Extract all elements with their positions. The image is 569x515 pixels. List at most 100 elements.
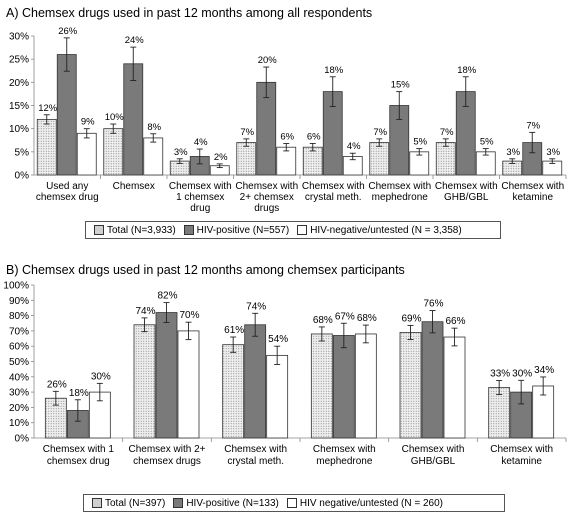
x-tick-label: drug [190,203,210,214]
x-tick-label: crystal meth. [305,192,362,203]
x-tick-label: Chemsex with [302,181,365,192]
data-label: 7% [373,127,387,138]
bar-total [236,142,257,176]
x-tick-label: Used any [46,181,88,192]
data-label: 9% [81,117,95,128]
x-tick-label: drugs [254,203,279,214]
data-label: 3% [546,147,560,158]
data-label: 18% [324,65,344,76]
data-label: 67% [335,311,355,322]
y-tick-label: 70% [9,326,29,337]
legend-item-total: Total (N=3,933) [94,225,176,236]
data-label: 5% [413,137,427,148]
data-label: 68% [357,313,377,324]
bar-hiv-positive [244,324,267,439]
bar-hiv-negative [354,333,377,439]
legend-label: HIV negative/untested (N = 260) [299,497,443,509]
data-label: 33% [490,368,510,379]
legend-label: HIV-negative/untested (N = 3,358) [310,224,462,236]
data-label: 30% [91,371,111,382]
y-tick-label: 50% [9,357,29,368]
x-tick-label: Chemsex [113,181,155,192]
x-tick-label: mephedrone [372,192,429,203]
data-label: 10% [105,112,125,123]
data-label: 2% [214,152,228,163]
y-tick-label: 0% [15,171,30,182]
bar-hiv-negative [266,354,289,439]
data-label: 18% [69,388,89,399]
legend-item-hiv-positive: HIV-positive (N=133) [173,498,279,509]
data-label: 4% [347,141,361,152]
bar-total [103,128,124,176]
data-label: 6% [280,131,294,142]
bar-hiv-positive [155,312,178,439]
data-label: 3% [506,147,520,158]
bar-total [369,142,390,176]
data-label: 8% [147,122,161,133]
data-label: 7% [526,120,540,131]
data-label: 20% [258,55,278,66]
bar-hiv-negative [443,336,466,439]
x-tick-label: GHB/GBL [411,456,456,467]
y-tick-label: 40% [9,372,29,383]
y-tick-label: 20% [9,403,29,414]
data-label: 12% [38,103,58,114]
bar-total [133,324,156,439]
x-tick-label: Chemsex with [490,444,553,455]
data-label: 5% [480,137,494,148]
x-tick-label: Chemsex with [368,181,431,192]
y-tick-label: 5% [15,147,30,158]
chart-a-title: A) Chemsex drugs used in past 12 months … [6,6,373,20]
y-tick-label: 100% [3,281,29,292]
x-tick-label: Chemsex with [235,181,298,192]
data-label: 74% [246,301,266,312]
data-label: 26% [58,26,78,37]
y-tick-label: 25% [9,55,29,66]
legend-swatch-hiv-positive [173,498,184,508]
bar-total [36,119,57,176]
x-tick-label: chemsex drugs [133,456,201,467]
bar-hiv-negative [76,132,97,176]
legend-label: Total (N=3,933) [107,224,176,236]
legend-swatch-hiv-positive [183,225,194,235]
data-label: 69% [401,313,421,324]
y-tick-label: 90% [9,296,29,307]
bar-hiv-positive [421,321,444,439]
y-tick-label: 10% [9,124,29,135]
data-label: 54% [268,334,288,345]
y-tick-label: 15% [9,101,29,112]
x-tick-label: 1 chemsex [176,192,224,203]
data-label: 30% [512,368,532,379]
x-tick-label: crystal meth. [227,456,284,467]
x-tick-label: ketamine [501,456,542,467]
bar-total [399,332,422,439]
legend-item-hiv-negative: HIV negative/untested (N = 260) [286,497,443,509]
x-tick-label: chemsex drug [36,192,99,203]
chart-a-legend: Total (N=3,933) HIV-positive (N=557) HIV… [85,221,501,239]
data-label: 61% [224,325,244,336]
x-tick-label: Chemsex with 1 [43,444,115,455]
data-label: 7% [440,127,454,138]
legend-item-hiv-negative: HIV-negative/untested (N = 3,358) [297,224,462,236]
data-label: 15% [391,80,411,91]
legend-label: HIV-positive (N=133) [186,497,279,509]
bar-hiv-negative [143,137,164,176]
x-tick-label: ketamine [512,192,553,203]
data-label: 76% [423,299,443,310]
bar-hiv-negative [276,146,297,176]
data-label: 7% [240,127,254,138]
data-label: 68% [313,315,333,326]
x-tick-label: Chemsex with [313,444,376,455]
x-tick-label: Chemsex with [435,181,498,192]
data-label: 26% [47,379,67,390]
data-label: 18% [457,65,477,76]
y-tick-label: 60% [9,342,29,353]
x-tick-label: Chemsex with [224,444,287,455]
data-label: 4% [194,137,208,148]
y-tick-label: 10% [9,418,29,429]
chart-b-legend: Total (N=397) HIV-positive (N=133) HIV n… [83,494,505,512]
bar-total [222,344,245,439]
x-tick-label: mephedrone [316,456,373,467]
data-label: 74% [135,306,155,317]
